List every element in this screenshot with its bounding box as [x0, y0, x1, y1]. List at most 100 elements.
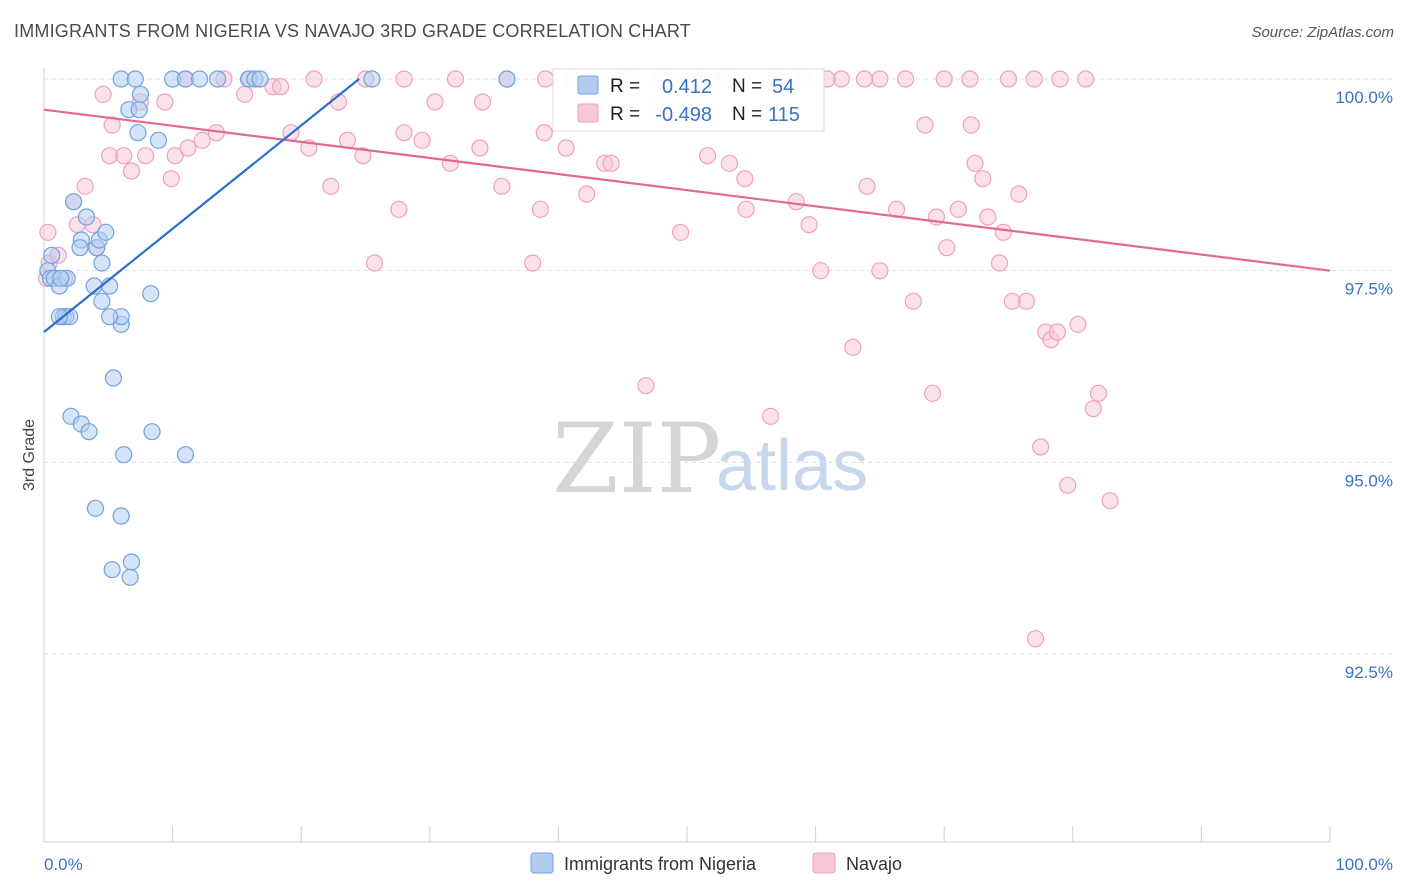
- nigeria-point: [115, 446, 133, 464]
- stats-legend: R = 0.412 N = 54 R = -0.498 N = 115: [552, 68, 825, 132]
- navajo-point: [924, 384, 942, 402]
- navajo-point: [800, 216, 818, 234]
- y-axis-label: 3rd Grade: [21, 419, 38, 491]
- navajo-point: [473, 93, 492, 111]
- navajo-point: [602, 154, 620, 172]
- navajo-point: [471, 139, 489, 157]
- navajo-point: [962, 116, 980, 134]
- navajo-point: [787, 193, 805, 211]
- navajo-point: [557, 139, 575, 157]
- navajo-point: [720, 154, 739, 172]
- x-tick-label-max: 100.0%: [1335, 855, 1393, 874]
- navajo-point: [39, 223, 57, 241]
- navajo-point: [812, 262, 830, 280]
- navajo-point: [115, 147, 133, 165]
- nigeria-point: [122, 553, 141, 571]
- source-label: Source: ZipAtlas.com: [1251, 24, 1394, 41]
- y-tick-label: 95.0%: [1345, 471, 1393, 490]
- nigeria-point: [104, 369, 123, 387]
- legend-n-label-2: N =: [732, 104, 762, 125]
- navajo-point: [949, 200, 967, 218]
- navajo-point: [961, 70, 979, 88]
- gridlines: [44, 78, 1392, 655]
- navajo-point: [938, 239, 956, 257]
- y-tick-label: 92.5%: [1345, 663, 1393, 682]
- nigeria-point: [149, 131, 168, 149]
- navajo-point: [322, 177, 340, 195]
- navajo-point: [413, 131, 431, 149]
- nigeria-points: [39, 70, 516, 586]
- navajo-point: [990, 254, 1009, 272]
- navajo-point: [1017, 292, 1036, 310]
- nigeria-point: [126, 70, 144, 88]
- navajo-point: [354, 147, 372, 165]
- bottom-legend-swatch-nigeria: [530, 852, 554, 874]
- navajo-point: [493, 177, 511, 195]
- navajo-point: [578, 185, 596, 203]
- nigeria-point: [112, 507, 130, 525]
- navajo-point: [1089, 384, 1108, 402]
- bottom-legend-label-nigeria: Immigrants from Nigeria: [564, 854, 757, 874]
- watermark-atlas: atlas: [716, 426, 868, 506]
- nigeria-point: [176, 446, 195, 464]
- navajo-point: [1026, 630, 1045, 648]
- navajo-point: [535, 124, 553, 142]
- navajo-trend-line: [43, 108, 1331, 272]
- navajo-point: [395, 124, 413, 142]
- navajo-point: [1077, 70, 1095, 88]
- nigeria-point: [86, 499, 105, 517]
- navajo-point: [136, 147, 155, 165]
- nigeria-point: [77, 208, 96, 226]
- navajo-point: [426, 93, 444, 111]
- y-tick-label: 97.5%: [1345, 280, 1393, 299]
- nigeria-trend-line: [43, 78, 360, 333]
- navajo-point: [844, 338, 862, 356]
- navajo-point: [193, 131, 211, 149]
- nigeria-point: [97, 223, 115, 241]
- navajo-point: [94, 85, 112, 103]
- navajo-point: [916, 116, 934, 134]
- nigeria-point: [64, 193, 83, 211]
- navajo-point: [858, 177, 876, 195]
- navajo-points: [37, 70, 1119, 648]
- navajo-point: [855, 70, 874, 88]
- navajo-point: [994, 223, 1012, 241]
- navajo-point: [935, 70, 953, 88]
- nigeria-point: [251, 70, 269, 88]
- nigeria-point: [100, 308, 119, 326]
- navajo-point: [1101, 492, 1119, 510]
- x-tick-label-min: 0.0%: [44, 855, 83, 874]
- bottom-legend: Immigrants from Nigeria Navajo: [530, 852, 902, 874]
- legend-r-value-2: -0.498: [655, 104, 712, 126]
- nigeria-point: [130, 101, 148, 119]
- nigeria-point: [209, 70, 227, 88]
- navajo-point: [1032, 438, 1050, 456]
- nigeria-point: [129, 124, 147, 142]
- bottom-legend-label-navajo: Navajo: [846, 854, 902, 874]
- watermark-zip: ZIP: [552, 403, 721, 515]
- legend-n-label-1: N =: [732, 76, 762, 97]
- navajo-point: [999, 70, 1018, 88]
- nigeria-point: [143, 423, 161, 441]
- navajo-point: [365, 254, 384, 272]
- nigeria-point: [131, 85, 150, 103]
- axes: 92.5% 95.0% 97.5% 100.0%: [43, 68, 1393, 843]
- legend-r-label-2: R =: [610, 104, 640, 125]
- navajo-point: [166, 147, 184, 165]
- nigeria-point: [498, 70, 516, 88]
- nigeria-point: [121, 568, 139, 586]
- legend-r-label-1: R =: [610, 76, 640, 97]
- nigeria-point: [52, 269, 70, 287]
- navajo-point: [272, 78, 290, 96]
- legend-n-value-1: 54: [772, 76, 794, 98]
- navajo-point: [1059, 476, 1077, 494]
- navajo-point: [698, 147, 717, 165]
- nigeria-point: [142, 285, 160, 303]
- navajo-point: [236, 85, 254, 103]
- chart-title: IMMIGRANTS FROM NIGERIA VS NAVAJO 3RD GR…: [14, 21, 691, 41]
- navajo-point: [446, 70, 465, 88]
- bottom-legend-swatch-navajo: [812, 852, 836, 874]
- navajo-point: [122, 162, 141, 180]
- legend-swatch-navajo: [577, 103, 599, 123]
